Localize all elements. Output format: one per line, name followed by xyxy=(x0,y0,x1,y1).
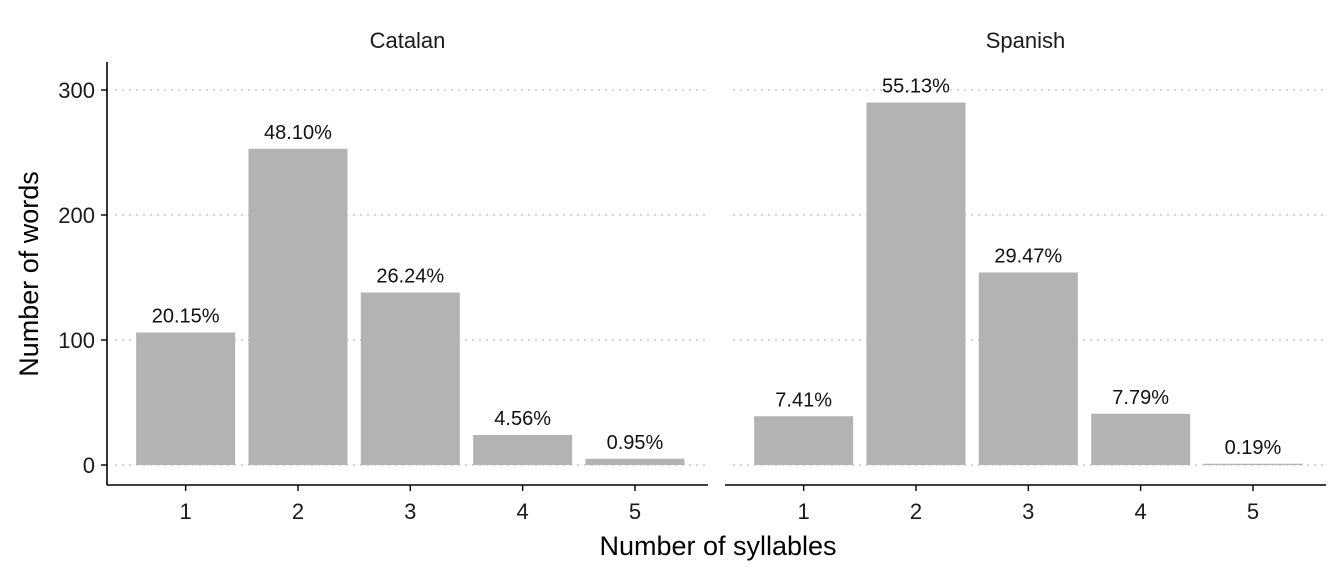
bar xyxy=(473,435,573,465)
x-tick-label: 2 xyxy=(292,499,304,524)
bar xyxy=(754,416,854,465)
bar xyxy=(360,292,460,465)
x-tick-label: 3 xyxy=(1022,499,1034,524)
x-tick-label: 1 xyxy=(798,499,810,524)
x-axis-title: Number of syllables xyxy=(599,531,836,561)
bar-value-label: 0.19% xyxy=(1225,437,1282,459)
bar-value-label: 7.79% xyxy=(1112,387,1169,409)
bar xyxy=(866,102,966,465)
bar-value-label: 4.56% xyxy=(494,408,551,430)
y-tick-label: 0 xyxy=(83,453,95,478)
bar xyxy=(136,332,236,465)
x-tick-label: 3 xyxy=(404,499,416,524)
y-tick-label: 300 xyxy=(58,78,95,103)
x-tick-label: 5 xyxy=(629,499,641,524)
panel-title: Spanish xyxy=(986,28,1066,53)
x-tick-label: 5 xyxy=(1247,499,1259,524)
x-tick-label: 4 xyxy=(1135,499,1147,524)
bar-value-label: 7.41% xyxy=(775,389,832,411)
bar xyxy=(248,148,348,465)
bar xyxy=(978,272,1078,465)
y-axis: 0 100 200 300 xyxy=(58,62,108,485)
bar-value-label: 55.13% xyxy=(882,76,950,98)
panel-title: Catalan xyxy=(370,28,446,53)
panel-catalan: Catalan 20.15% 48.10% 26.24% 4.56% 0.95% 1 2 3 4 5 xyxy=(107,28,708,524)
bar-value-label: 29.47% xyxy=(994,246,1062,268)
y-tick-label: 100 xyxy=(58,328,95,353)
y-tick-label: 200 xyxy=(58,203,95,228)
bar-value-label: 48.10% xyxy=(264,122,332,144)
bar xyxy=(1091,413,1191,465)
bar xyxy=(1203,463,1303,465)
bar-value-label: 20.15% xyxy=(152,306,220,328)
x-tick-label: 2 xyxy=(910,499,922,524)
chart-panels: Catalan 20.15% 48.10% 26.24% 4.56% 0.95% 1 2 3 4 5… xyxy=(107,28,1326,524)
panel-spanish: Spanish 7.41% 55.13% 29.47% 7.79% 0.19% 1 2 3 4 5 xyxy=(725,28,1326,524)
x-tick-label: 4 xyxy=(517,499,529,524)
x-tick-label: 1 xyxy=(180,499,192,524)
bar xyxy=(585,458,685,465)
bar-value-label: 26.24% xyxy=(376,266,444,288)
bar-value-label: 0.95% xyxy=(607,432,664,454)
y-axis-title: Number of words xyxy=(14,171,44,377)
